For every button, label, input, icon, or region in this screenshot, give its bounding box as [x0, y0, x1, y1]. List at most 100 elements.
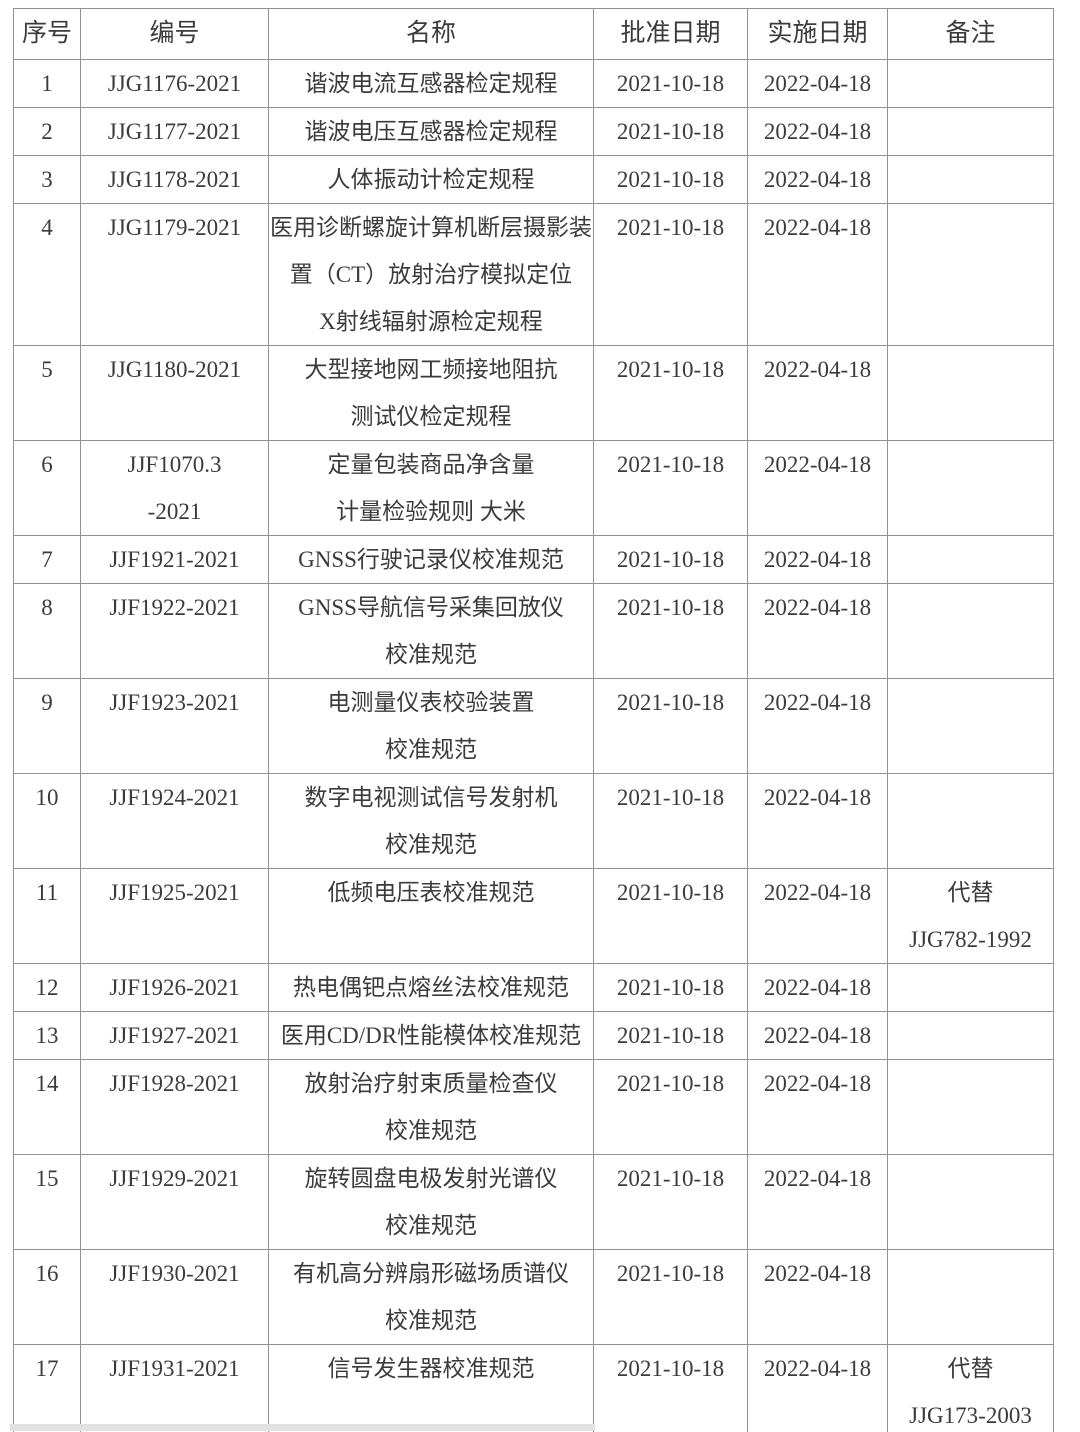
cell-serial-number: 9 — [13, 678, 81, 774]
text-line: 有机高分辨扇形磁场质谱仪 — [293, 1261, 569, 1286]
cell-approval-date: 2021-10-18 — [593, 59, 748, 108]
text-line: 校准规范 — [385, 832, 477, 857]
cell-approval-date: 2021-10-18 — [593, 203, 748, 346]
table-row: 8 JJF1922-2021 GNSS导航信号采集回放仪 校准规范 2021-10-18… — [13, 583, 1054, 679]
text-line: 2022-04-18 — [763, 215, 872, 240]
text-line: JJG1179-2021 — [107, 215, 242, 240]
cell-serial-number: 3 — [13, 155, 81, 204]
table-row: 10 JJF1924-2021 数字电视测试信号发射机 校准规范 2021-10-18 2… — [13, 773, 1054, 869]
text-line: JJG1180-2021 — [107, 357, 242, 382]
text-line: JJF1927-2021 — [109, 1023, 240, 1048]
text-line: 11 — [35, 880, 59, 905]
cell-approval-date: 2021-10-18 — [593, 678, 748, 774]
text-line: 定量包装商品净含量 — [327, 452, 535, 477]
cell-approval-date: 2021-10-18 — [593, 773, 748, 869]
text-line: 13 — [35, 1023, 59, 1048]
cell-implementation-date: 2022-04-18 — [747, 678, 888, 774]
cell-name: 人体振动计检定规程 — [268, 155, 594, 204]
cell-remark — [887, 773, 1054, 869]
cell-implementation-date: 2022-04-18 — [747, 773, 888, 869]
cell-implementation-date: 2022-04-18 — [747, 868, 888, 964]
header-implementation-date: 实施日期 — [747, 8, 888, 60]
cell-code: JJG1180-2021 — [80, 345, 269, 441]
cell-name: 大型接地网工频接地阻抗 测试仪检定规程 — [268, 345, 594, 441]
cell-serial-number: 12 — [13, 963, 81, 1012]
cell-code: JJF1930-2021 — [80, 1249, 269, 1345]
cell-remark — [887, 155, 1054, 204]
cell-implementation-date: 2022-04-18 — [747, 345, 888, 441]
header-row: 序号 编号 名称 批准日期 实施日期 备注 — [13, 8, 1054, 60]
cell-approval-date: 2021-10-18 — [593, 963, 748, 1012]
text-line: 校准规范 — [385, 737, 477, 762]
text-line: 热电偶钯点熔丝法校准规范 — [293, 975, 569, 1000]
bottom-edge-shadow — [10, 1424, 595, 1431]
table-row: 16 JJF1930-2021 有机高分辨扇形磁场质谱仪 校准规范 2021-10-18… — [13, 1249, 1054, 1345]
cell-remark — [887, 345, 1054, 441]
cell-implementation-date: 2022-04-18 — [747, 1344, 888, 1432]
cell-remark — [887, 107, 1054, 156]
header-serial-number: 序号 — [13, 8, 81, 60]
table-row: 9 JJF1923-2021 电测量仪表校验装置 校准规范 2021-10-18 2022… — [13, 678, 1054, 774]
cell-implementation-date: 2022-04-18 — [747, 1154, 888, 1250]
text-line: 2021-10-18 — [616, 1261, 725, 1286]
cell-implementation-date: 2022-04-18 — [747, 1011, 888, 1060]
cell-name: 定量包装商品净含量 计量检验规则 大米 — [268, 440, 594, 536]
cell-implementation-date: 2022-04-18 — [747, 107, 888, 156]
cell-name: 旋转圆盘电极发射光谱仪 校准规范 — [268, 1154, 594, 1250]
text-line: 谐波电流互感器检定规程 — [304, 71, 558, 96]
cell-name: 医用诊断螺旋计算机断层摄影装 置（CT）放射治疗模拟定位 X射线辐射源检定规程 — [268, 203, 594, 346]
cell-serial-number: 4 — [13, 203, 81, 346]
cell-name: 有机高分辨扇形磁场质谱仪 校准规范 — [268, 1249, 594, 1345]
text-line: 计量检验规则 大米 — [336, 499, 526, 524]
cell-approval-date: 2021-10-18 — [593, 1059, 748, 1155]
text-line: 信号发生器校准规范 — [327, 1356, 535, 1381]
cell-implementation-date: 2022-04-18 — [747, 59, 888, 108]
text-line: 医用CD/DR性能模体校准规范 — [280, 1023, 582, 1048]
cell-serial-number: 2 — [13, 107, 81, 156]
text-line: 2022-04-18 — [763, 1166, 872, 1191]
cell-remark — [887, 1011, 1054, 1060]
text-line: 代替 — [947, 880, 994, 905]
cell-name: 放射治疗射束质量检查仪 校准规范 — [268, 1059, 594, 1155]
text-line: 17 — [35, 1356, 59, 1381]
text-line: 2022-04-18 — [763, 547, 872, 572]
text-line: 2022-04-18 — [763, 1071, 872, 1096]
text-line: 12 — [35, 975, 59, 1000]
cell-approval-date: 2021-10-18 — [593, 1344, 748, 1432]
text-line: 2021-10-18 — [616, 547, 725, 572]
cell-implementation-date: 2022-04-18 — [747, 963, 888, 1012]
text-line: GNSS行驶记录仪校准规范 — [298, 547, 564, 572]
text-line: 大型接地网工频接地阻抗 — [304, 357, 558, 382]
cell-remark — [887, 440, 1054, 536]
text-line: 2021-10-18 — [616, 357, 725, 382]
cell-code: JJG1176-2021 — [80, 59, 269, 108]
text-line: JJF1925-2021 — [109, 880, 240, 905]
table-row: 6 JJF1070.3 -2021 定量包装商品净含量 计量检验规则 大米 2021-10… — [13, 440, 1054, 536]
text-line: 2022-04-18 — [763, 595, 872, 620]
text-line: JJF1926-2021 — [109, 975, 240, 1000]
table-row: 1 JJG1176-2021 谐波电流互感器检定规程 2021-10-18 2022-0… — [13, 59, 1054, 108]
table-row: 15 JJF1929-2021 旋转圆盘电极发射光谱仪 校准规范 2021-10-18 2… — [13, 1154, 1054, 1250]
text-line: 2021-10-18 — [616, 119, 725, 144]
cell-serial-number: 14 — [13, 1059, 81, 1155]
cell-serial-number: 8 — [13, 583, 81, 679]
cell-name: 低频电压表校准规范 — [268, 868, 594, 964]
cell-approval-date: 2021-10-18 — [593, 440, 748, 536]
table-row: 14 JJF1928-2021 放射治疗射束质量检查仪 校准规范 2021-10-18 2… — [13, 1059, 1054, 1155]
cell-serial-number: 6 — [13, 440, 81, 536]
text-line: 电测量仪表校验装置 — [327, 690, 535, 715]
cell-remark — [887, 59, 1054, 108]
text-line: 旋转圆盘电极发射光谱仪 — [304, 1166, 558, 1191]
text-line: 校准规范 — [385, 642, 477, 667]
text-line: 10 — [35, 785, 59, 810]
text-line: 4 — [41, 215, 53, 240]
cell-approval-date: 2021-10-18 — [593, 535, 748, 584]
text-line: 2022-04-18 — [763, 690, 872, 715]
text-line: 2021-10-18 — [616, 690, 725, 715]
text-line: 9 — [41, 690, 53, 715]
text-line: 2022-04-18 — [763, 119, 872, 144]
cell-implementation-date: 2022-04-18 — [747, 1249, 888, 1345]
cell-code: JJF1925-2021 — [80, 868, 269, 964]
text-line: 5 — [41, 357, 53, 382]
